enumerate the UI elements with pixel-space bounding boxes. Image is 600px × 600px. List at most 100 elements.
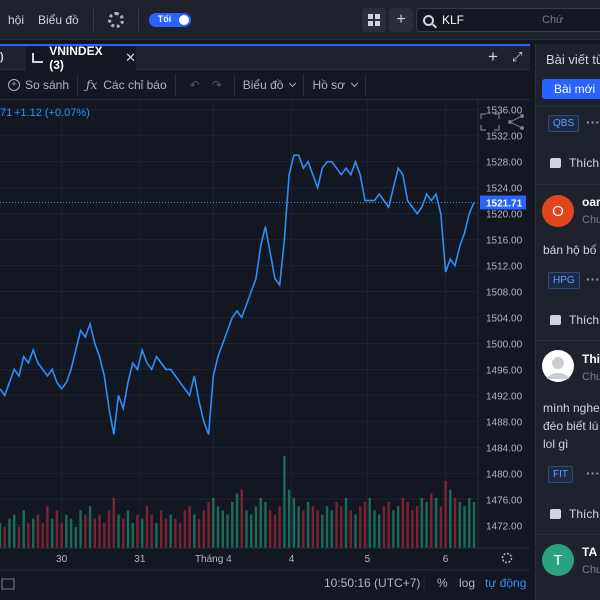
price-chart[interactable]: 1536.00 1532.00 1528.00 1524.00 1520.00 1516.… [0,100,530,600]
volume-bar [60,522,63,548]
price-tick-label: 1480.00 [486,469,523,480]
stock-badge[interactable]: FIT [548,466,573,483]
post-subtitle: Chu [582,564,600,576]
price-tick-label: 1500.00 [486,339,523,350]
add-button[interactable]: + [389,8,413,32]
grid-icon [368,14,380,26]
price-tick-label: 1536.00 [486,106,523,117]
nav-bieu-do[interactable]: Biểu đồ [38,12,79,27]
avatar[interactable]: T [542,544,574,576]
legend-change: +1.12 (+0.07%) [14,107,90,119]
expand-icon[interactable] [480,113,500,131]
add-tab-icon[interactable]: + [488,47,498,66]
post-author[interactable]: oar [582,195,600,209]
avatar[interactable]: O [542,195,574,227]
volume-bar [264,502,267,548]
time-tick-label: 6 [443,554,449,565]
thumb-icon [550,158,561,168]
volume-bar [335,502,338,548]
volume-bar [88,506,92,548]
gear-icon[interactable] [107,11,124,28]
volume-bar [226,514,229,548]
sidebar-divider [536,106,600,107]
volume-bar [378,514,381,548]
post-author[interactable]: TA [582,545,598,559]
theme-toggle[interactable]: Tối [148,12,191,27]
price-line [0,154,475,435]
indicators-button[interactable]: ƒx Các chỉ báo [78,78,175,92]
volume-bar [311,506,315,548]
more-icon[interactable]: ··· [586,114,600,130]
nav-hoi[interactable]: hội [8,12,25,27]
legend-prefix: 71 [0,107,12,119]
volume-bar [0,522,2,548]
volume-bar [420,497,424,548]
volume-bar [425,502,428,548]
volume-bar [363,502,367,548]
stock-badge[interactable]: QBS [548,115,580,132]
tab-vnindex[interactable]: VNINDEX (3) ✕ [26,44,136,72]
percent-toggle[interactable]: % [437,576,448,590]
footer-time: 10:50:16 (UTC+7) [324,576,420,590]
post-author[interactable]: Thi [582,352,600,366]
time-tick-label: 31 [134,554,146,565]
like-button[interactable]: Thích [550,507,599,521]
search-input[interactable]: KLF [442,13,465,27]
like-button[interactable]: Thích [550,156,599,170]
new-posts-button[interactable]: Bài mới [542,79,600,99]
sidebar-divider [536,184,600,185]
stock-badge[interactable]: HPG [548,272,580,289]
compare-label: So sánh [25,77,70,92]
volume-bar [141,518,144,548]
volume-bar [259,497,262,548]
search-box[interactable]: KLF Chứ [416,8,600,32]
thumb-icon [550,315,561,325]
undo-button[interactable]: ↶ [176,78,206,92]
avatar[interactable] [542,350,574,382]
close-icon[interactable]: ✕ [125,50,136,65]
compare-button[interactable]: + So sánh [0,78,77,92]
volume-bar [169,514,172,548]
volume-bar [55,510,59,548]
post-text: bán hộ bố [543,243,597,257]
time-tick-label: 5 [365,554,371,565]
volume-bar [27,522,30,548]
volume-bar [330,510,333,548]
volume-bar [178,522,182,548]
more-icon[interactable]: ··· [586,465,600,481]
profile-button[interactable]: Hồ sơ [304,78,365,92]
layout-button[interactable] [362,8,386,32]
volume-bar [325,506,329,548]
calendar-icon[interactable] [1,578,15,590]
volume-bar [145,506,149,548]
sidebar-divider [536,534,600,535]
volume-bar [415,506,419,548]
expand-icon[interactable]: ⤢ [512,49,523,64]
gear-icon[interactable] [501,552,513,564]
time-axis-ticks: 30 31 Tháng 4 4 5 6 [56,554,449,565]
posts-sidebar: Bài viết từ Bài mới QBS ··· Thích O oar … [535,44,600,600]
volume-bar [235,493,239,548]
volume-bar [188,506,191,548]
toolbar-divider [303,73,305,96]
price-tick-label: 1520.00 [486,210,523,221]
tab-previous[interactable]: ) [0,51,4,63]
price-axis[interactable] [478,100,530,548]
like-button[interactable]: Thích [550,313,599,327]
volume-bar [449,489,452,548]
volume-bar [17,527,21,548]
share-icon[interactable] [508,114,524,130]
log-toggle[interactable]: log [459,576,475,590]
more-icon[interactable]: ··· [586,271,600,287]
thumb-icon [550,509,561,519]
auto-toggle[interactable]: tự động [485,576,526,590]
volume-bar [359,506,362,548]
volume-bar [150,514,153,548]
volume-bar [98,514,101,548]
volume-bar [174,518,177,548]
redo-button[interactable]: ↷ [206,78,234,92]
chart-type-button[interactable]: Biểu đồ [235,78,304,92]
post-text: lol gì [543,437,569,451]
redo-icon: ↷ [211,77,222,92]
